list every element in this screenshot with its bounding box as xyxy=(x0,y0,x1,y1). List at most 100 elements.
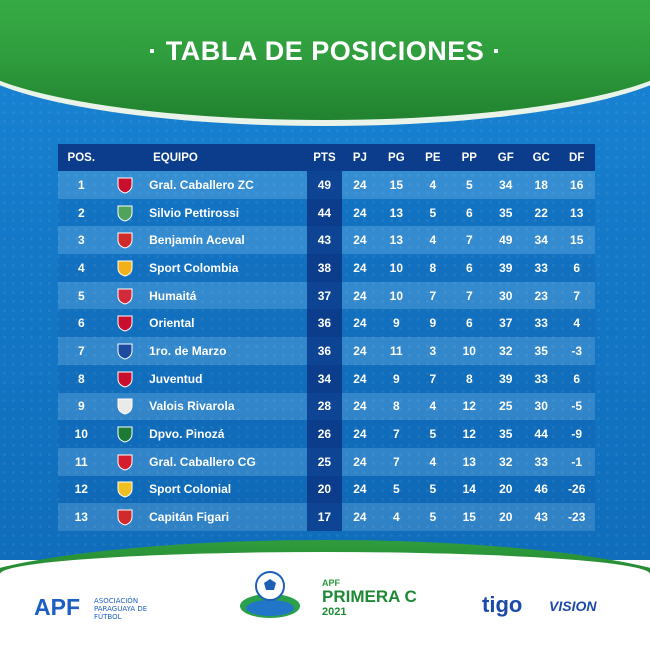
gc-cell: 18 xyxy=(534,177,548,192)
table-row: 8 Juventud 34 24 9 7 8 39 33 6 xyxy=(58,364,595,393)
round-crest-icon xyxy=(117,260,133,277)
gc-cell: 34 xyxy=(534,233,548,248)
pj-cell: 24 xyxy=(353,260,367,275)
team-name: 1ro. de Marzo xyxy=(149,343,227,358)
gf-cell: 32 xyxy=(499,343,513,358)
pg-cell: 11 xyxy=(390,343,403,358)
pg-cell: 10 xyxy=(389,260,404,275)
pp-cell: 6 xyxy=(465,260,473,275)
pg-cell: 5 xyxy=(393,482,400,497)
striped-shield-crest-icon xyxy=(117,509,133,526)
col-pp: PP xyxy=(461,151,477,164)
crest-cell xyxy=(105,420,146,448)
table-row: 11 Gral. Caballero CG 25 24 7 4 13 32 33 -1 xyxy=(58,447,595,476)
pe-cell: 4 xyxy=(429,233,437,248)
team-name: Oriental xyxy=(149,316,195,331)
pts-cell: 38 xyxy=(307,254,342,282)
position-cell: 7 xyxy=(77,343,85,358)
df-cell: 6 xyxy=(573,260,581,275)
pp-cell: 13 xyxy=(462,454,476,469)
pj-cell: 24 xyxy=(353,343,367,358)
pts-cell: 34 xyxy=(307,364,342,393)
pts-cell: 43 xyxy=(307,226,342,255)
pe-cell: 9 xyxy=(429,316,437,331)
round-crest-icon xyxy=(117,481,133,498)
position-cell: 10 xyxy=(74,427,88,442)
team-name: Capitán Figari xyxy=(149,510,230,525)
gf-cell: 20 xyxy=(499,510,513,525)
gc-cell: 33 xyxy=(534,371,548,386)
pts-cell: 36 xyxy=(307,337,342,365)
position-cell: 4 xyxy=(77,260,85,275)
apf-name: ASOCIACIÓN PARAGUAYA DE FÚTBOL xyxy=(94,597,148,621)
winged-crest-icon xyxy=(117,205,133,222)
team-name: Juventud xyxy=(149,371,203,386)
pts-cell: 26 xyxy=(307,420,342,448)
footer-panel xyxy=(0,552,650,650)
striped-shield-crest-icon xyxy=(117,232,133,249)
table-row: 9 Valois Rivarola 28 24 8 4 12 25 30 -5 xyxy=(58,392,595,421)
league-name: PRIMERA C xyxy=(322,587,417,606)
pj-cell: 24 xyxy=(353,482,367,497)
pp-cell: 8 xyxy=(465,371,473,386)
gc-cell: 33 xyxy=(534,316,548,331)
pts-cell: 17 xyxy=(307,503,342,531)
pg-cell: 9 xyxy=(393,316,400,331)
standings-body: 1 Gral. Caballero ZC 49 24 15 4 5 34 18 16 2 Silvio… xyxy=(58,171,595,531)
pp-cell: 6 xyxy=(465,205,473,220)
pts-cell: 28 xyxy=(307,392,342,421)
position-cell: 6 xyxy=(77,316,85,331)
diagonal-shield-crest-icon xyxy=(117,288,133,305)
team-name: Silvio Pettirossi xyxy=(149,205,240,220)
pp-cell: 14 xyxy=(462,482,476,497)
crest-cell xyxy=(105,448,146,476)
pts-cell: 49 xyxy=(307,171,342,199)
table-row: 7 1ro. de Marzo 36 24 11 3 10 32 35 -3 xyxy=(58,337,595,365)
pe-cell: 4 xyxy=(429,454,437,469)
team-name: Benjamín Aceval xyxy=(149,233,245,248)
pj-cell: 24 xyxy=(353,316,367,331)
df-cell: 4 xyxy=(573,316,581,331)
team-name: Humaitá xyxy=(149,288,197,303)
pe-cell: 5 xyxy=(429,510,437,525)
df-cell: -5 xyxy=(571,399,583,414)
pe-cell: 3 xyxy=(429,343,437,358)
team-name: Sport Colombia xyxy=(149,260,239,275)
gc-cell: 43 xyxy=(534,510,548,525)
sponsor-tigo-logo: tigo xyxy=(482,592,523,617)
col-df: DF xyxy=(569,151,585,164)
pg-cell: 15 xyxy=(389,177,404,192)
col-pe: PE xyxy=(425,151,441,164)
pp-cell: 5 xyxy=(465,177,473,192)
col-gf: GF xyxy=(497,151,514,164)
pj-cell: 24 xyxy=(353,371,367,386)
apf-logo: APF xyxy=(34,594,80,620)
pp-cell: 10 xyxy=(462,343,476,358)
pj-cell: 24 xyxy=(353,427,367,442)
df-cell: -3 xyxy=(571,343,583,358)
flower-crest-icon xyxy=(117,454,133,471)
crest-cell xyxy=(105,309,146,337)
pj-cell: 24 xyxy=(353,399,367,414)
df-cell: -26 xyxy=(568,482,586,497)
col-pj: PJ xyxy=(352,151,367,164)
pe-cell: 7 xyxy=(429,371,437,386)
position-cell: 8 xyxy=(77,371,85,386)
crest-cell xyxy=(105,503,146,531)
df-cell: 15 xyxy=(570,233,584,248)
team-name: Gral. Caballero ZC xyxy=(149,177,254,192)
gf-cell: 49 xyxy=(499,233,513,248)
team-name: Gral. Caballero CG xyxy=(149,454,256,469)
pe-cell: 5 xyxy=(429,482,437,497)
crest-cell xyxy=(105,337,146,365)
df-cell: -23 xyxy=(568,510,586,525)
gf-cell: 39 xyxy=(499,371,513,386)
pj-cell: 24 xyxy=(353,177,367,192)
league-prefix: APF xyxy=(322,578,340,588)
df-cell: 16 xyxy=(570,177,584,192)
standings-table: POS. EQUIPO PTS PJ PG PE PP GF GC DF 1 Gr… xyxy=(58,144,595,531)
col-crest xyxy=(105,144,146,171)
position-cell: 5 xyxy=(77,288,85,303)
table-header-row: POS. EQUIPO PTS PJ PG PE PP GF GC DF xyxy=(58,144,595,171)
soccer-ball-icon xyxy=(240,571,300,618)
